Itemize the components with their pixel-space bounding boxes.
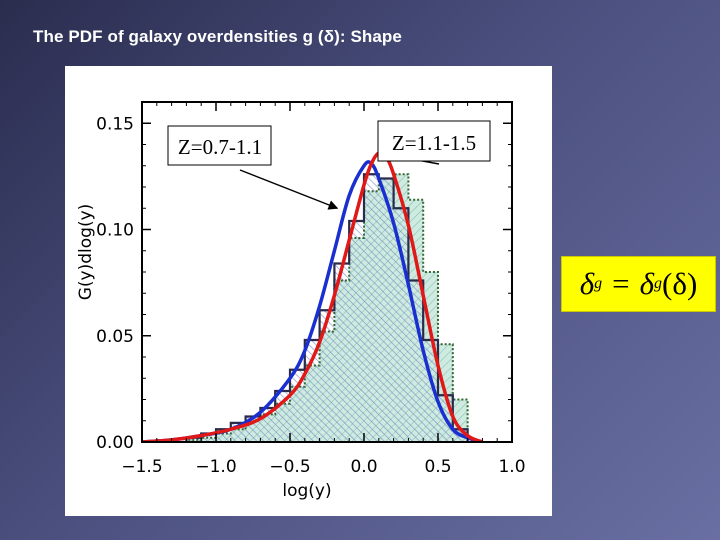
x-tick-label: −1.5	[121, 457, 162, 477]
histogram-z07-bar	[378, 178, 394, 442]
eq-rhs-arg: (δ)	[662, 266, 698, 301]
y-tick-label: 0.05	[96, 327, 134, 347]
x-tick-label: 1.0	[498, 457, 525, 477]
annotation-box-z11	[377, 120, 491, 162]
eq-rhs-delta: δ	[639, 266, 655, 301]
x-axis-title: log(y)	[282, 481, 331, 501]
x-tick-label: −0.5	[269, 457, 310, 477]
eq-rhs-sub: g	[654, 275, 663, 292]
histogram-z07-bar	[290, 369, 305, 442]
y-tick-label: 0.10	[96, 221, 134, 241]
histogram-z07-bar	[349, 221, 364, 442]
annotation-box-z07	[167, 125, 272, 166]
annotation-label-z07: Z=0.7-1.1	[178, 135, 262, 159]
fit-curve-z11	[142, 150, 484, 442]
pdf-chart: −1.5 −1.0 −0.5 0.0 0.5 1.0 0.00 0.05 0.10 0.15 log…	[76, 101, 526, 501]
histogram-z07-bar	[304, 340, 320, 442]
y-tick-label: 0.15	[96, 114, 134, 134]
eq-equals: =	[612, 266, 630, 301]
y-axis-title: G(y)dlog(y)	[76, 204, 96, 301]
y-tick-label: 0.00	[96, 433, 134, 453]
eq-lhs-sub: g	[594, 275, 603, 292]
x-tick-label: 0.5	[424, 457, 451, 477]
histogram-z07-bar	[319, 310, 335, 442]
x-tick-label: 0.0	[350, 457, 377, 477]
title-delta-symbol: δ	[323, 27, 335, 46]
eq-lhs-delta: δ	[579, 266, 595, 301]
histogram-z07-bar	[393, 208, 409, 442]
annotation-label-z11: Z=1.1-1.5	[392, 131, 476, 155]
title-prefix: The PDF of galaxy overdensities g (	[33, 27, 324, 46]
figure-panel: −1.5 −1.0 −0.5 0.0 0.5 1.0 0.00 0.05 0.10 0.15 log…	[65, 66, 552, 516]
histogram-z07-bar	[334, 263, 350, 442]
histogram-z07-bar	[201, 433, 216, 442]
histogram-z07-outline	[185, 173, 469, 442]
annotation-arrow-z07	[239, 169, 339, 210]
histogram-z07-bar	[364, 174, 379, 442]
histogram-z07-bar	[408, 280, 424, 442]
x-tick-label: −1.0	[195, 457, 236, 477]
title-suffix: ): Shape	[334, 27, 402, 46]
slide-title: The PDF of galaxy overdensities g (δ): S…	[33, 27, 402, 47]
